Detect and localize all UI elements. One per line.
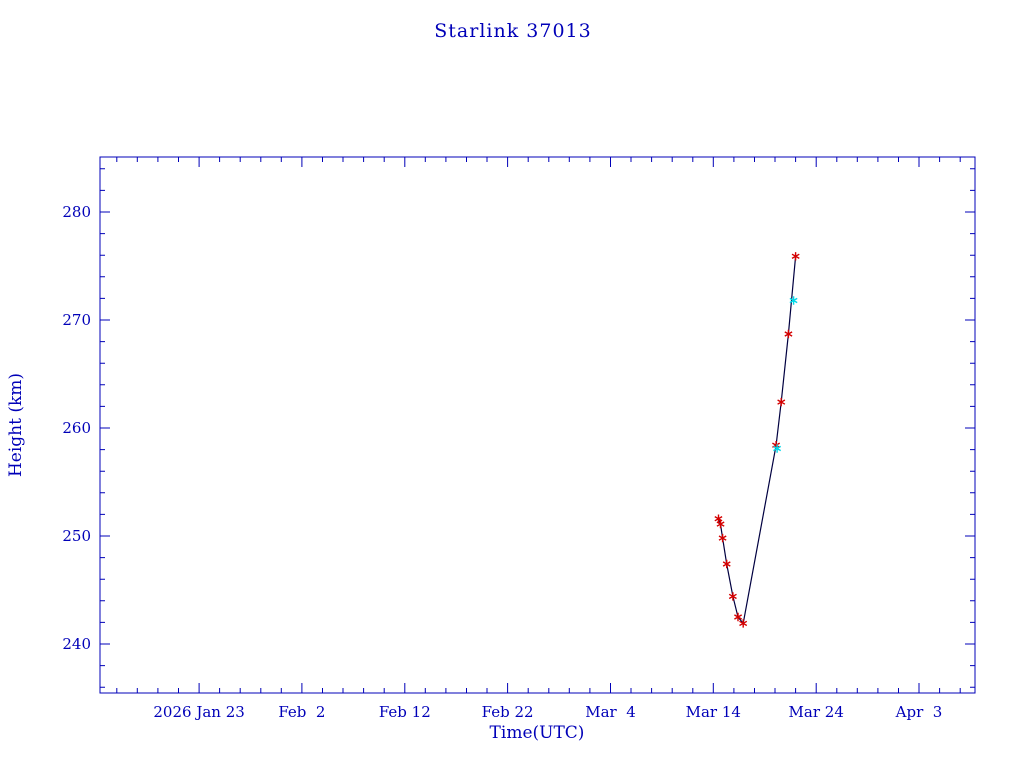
x-tick-label: 2026 Jan 23 [153,703,244,721]
y-tick-label: 260 [62,419,91,437]
axis-ticks [100,157,975,693]
plot-frame [99,156,976,694]
x-tick-label: Feb 22 [482,703,534,721]
y-axis-label: Height (km) [6,373,26,477]
x-axis-label: Time(UTC) [490,723,585,743]
plot-area: 2026 Jan 23 Feb 2 Feb 12 Feb 22 Mar 4 Mar 14 M… [62,156,976,721]
y-tick-label: 240 [62,635,91,653]
y-tick-label: 280 [62,203,91,221]
chart-title: Starlink 37013 [434,20,591,42]
y-tick-label: 270 [62,311,91,329]
x-tick-label: Feb 12 [379,703,431,721]
x-tick-label: Apr 3 [895,703,943,721]
x-tick-label: Mar 14 [686,703,741,721]
x-tick-label: Feb 2 [278,703,325,721]
data-line [717,256,797,625]
x-tick-label: Mar 24 [789,703,844,721]
height-observations-markers [714,252,800,628]
y-tick-label: 250 [62,527,91,545]
x-tick-label: Mar 4 [585,703,636,721]
highlight-points-markers [773,296,798,453]
